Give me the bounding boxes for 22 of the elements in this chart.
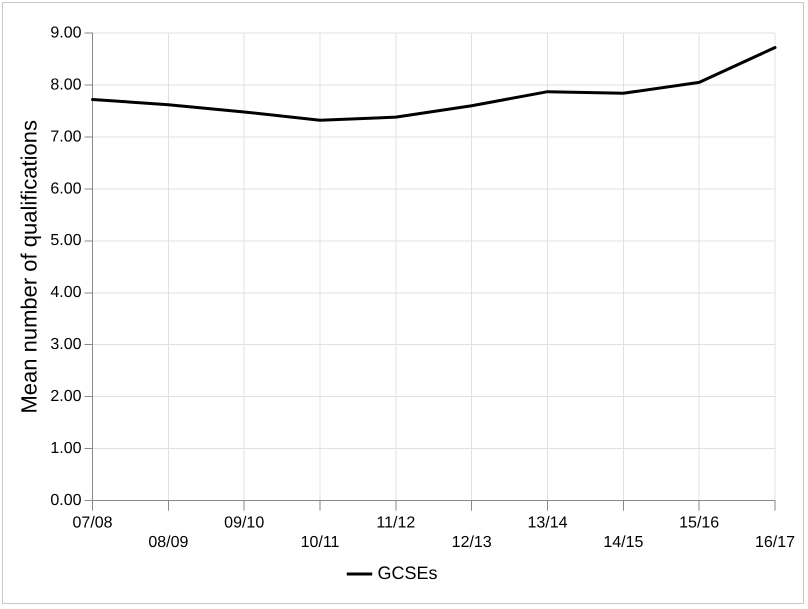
y-tick-label: 9.00: [50, 24, 82, 42]
y-tick-label: 2.00: [50, 388, 82, 406]
x-tick-label: 12/13: [452, 534, 492, 551]
y-tick-label: 1.00: [50, 440, 82, 458]
y-tick-label: 8.00: [50, 76, 82, 94]
y-tick-label: 6.00: [50, 180, 82, 198]
x-tick-label: 08/09: [148, 534, 188, 551]
x-tick-label: 13/14: [527, 514, 568, 532]
y-axis-title: Mean number of qualifications: [16, 120, 42, 414]
y-tick-label: 3.00: [50, 336, 82, 354]
legend-label: GCSEs: [377, 562, 438, 583]
y-tick-label: 4.00: [50, 284, 82, 302]
x-tick-label: 15/16: [679, 514, 720, 532]
x-tick-label: 07/08: [72, 514, 113, 532]
x-tick-label: 11/12: [376, 514, 416, 532]
x-tick-label: 16/17: [754, 534, 796, 551]
y-tick-label: 5.00: [50, 232, 82, 250]
x-tick-label: 10/11: [300, 534, 340, 551]
y-tick-label: 7.00: [50, 128, 82, 146]
x-tick-label: 14/15: [603, 534, 644, 551]
x-tick-label: 09/10: [224, 514, 264, 532]
y-tick-label: 0.00: [50, 492, 82, 510]
